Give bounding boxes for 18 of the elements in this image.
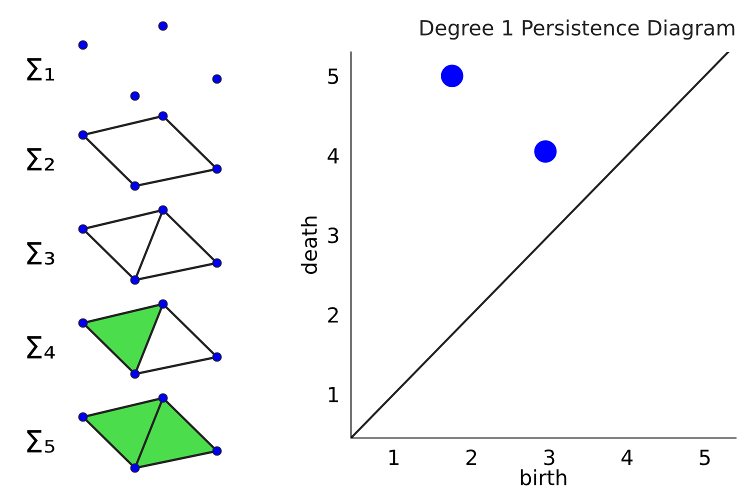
chart-title: Degree 1 Persistence Diagram: [420, 20, 734, 40]
y-tick-label: 2: [328, 307, 338, 323]
text: Σ₅: [27, 430, 54, 453]
y-tick-label: 1: [328, 386, 338, 402]
y-axis-title: death: [300, 216, 318, 274]
text: Σ₁: [27, 58, 54, 81]
x-axis-title: birth: [520, 469, 566, 486]
text: Σ₄: [27, 336, 55, 359]
text: Σ₃: [27, 242, 54, 265]
text: Σ₂: [27, 148, 54, 171]
x-tick-label: 1: [389, 450, 398, 465]
x-tick-label: 3: [544, 449, 554, 466]
x-tick-label: 5: [700, 450, 710, 466]
y-tick-label: 5: [328, 68, 338, 84]
x-tick-label: 2: [466, 449, 476, 465]
x-tick-label: 4: [622, 450, 633, 465]
y-tick-label: 3: [328, 228, 338, 244]
y-tick-label: 4: [328, 148, 339, 164]
